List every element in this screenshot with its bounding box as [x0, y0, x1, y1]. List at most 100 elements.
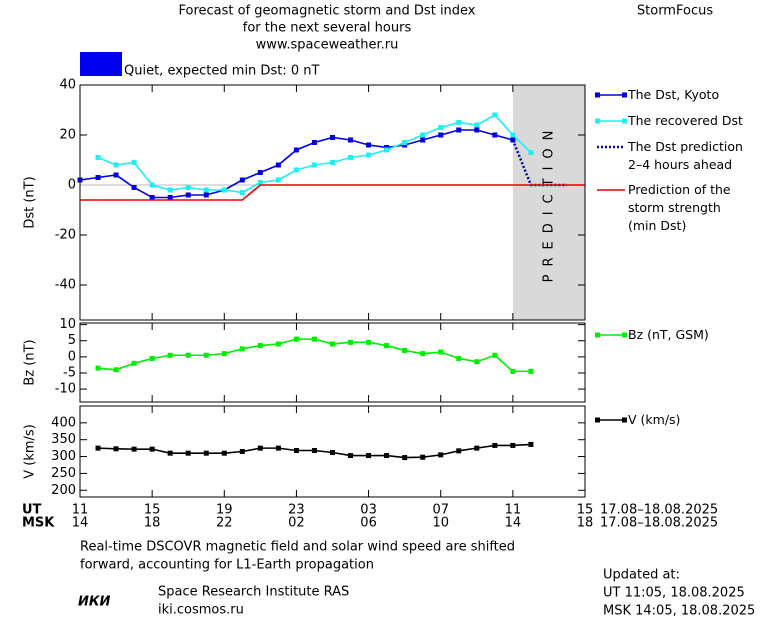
y-axis-label: V (km/s) — [23, 424, 38, 479]
prediction-label: PREDICTION — [541, 123, 556, 283]
x-tick-label: 07 — [432, 503, 449, 518]
point — [384, 147, 390, 153]
point — [275, 162, 281, 168]
point — [149, 182, 155, 188]
point — [185, 450, 191, 456]
point — [366, 453, 372, 459]
point — [420, 454, 426, 460]
plot-frame — [79, 84, 586, 321]
x-tick-label: 11 — [505, 503, 522, 518]
y-axis-label: Dst (nT) — [23, 176, 38, 228]
point — [330, 135, 335, 140]
point — [131, 160, 137, 165]
legend-marker — [595, 118, 600, 124]
point — [366, 142, 372, 148]
x-tick-label: 03 — [360, 503, 377, 518]
y-tick-label: 20 — [59, 128, 76, 143]
point — [402, 140, 408, 145]
point — [420, 351, 426, 357]
status-box — [80, 52, 122, 76]
x-row-label: UT — [22, 503, 42, 518]
point — [113, 162, 119, 168]
status-text: Quiet, expected min Dst: 0 nT — [124, 64, 319, 79]
point — [420, 132, 426, 138]
point — [492, 352, 498, 358]
note-line: Real-time DSCOVR magnetic field and sola… — [80, 540, 515, 555]
x-tick-label: 23 — [288, 503, 305, 518]
institute: Space Research Institute RAS — [158, 585, 349, 600]
point — [311, 140, 317, 145]
legend-label: V (km/s) — [628, 412, 681, 427]
point — [438, 132, 444, 138]
point — [239, 177, 245, 183]
legend-label: The Dst, Kyoto — [628, 87, 720, 102]
legend-marker — [622, 118, 627, 124]
y-tick-label: 10 — [59, 317, 76, 332]
logo: ИКИ — [78, 595, 111, 610]
y-tick-label: 250 — [51, 466, 76, 481]
point — [474, 127, 480, 133]
point — [420, 137, 426, 143]
point — [257, 180, 263, 185]
y-tick-label: 5 — [68, 333, 76, 348]
point — [474, 445, 480, 451]
legend-marker — [622, 332, 627, 338]
point — [257, 445, 263, 451]
point — [167, 450, 173, 456]
x-tick-label: 11 — [72, 503, 89, 518]
point — [348, 339, 354, 345]
point — [185, 352, 191, 358]
point — [149, 355, 155, 361]
point — [348, 453, 354, 459]
point — [221, 450, 227, 456]
point — [149, 195, 155, 200]
point — [203, 352, 209, 358]
point — [113, 367, 119, 373]
updated-line: Updated at: — [603, 568, 680, 583]
point — [384, 343, 390, 349]
x-tick-label: 15 — [144, 503, 161, 518]
brand: StormFocus — [637, 4, 713, 19]
point — [456, 127, 462, 133]
x-tick-label: 19 — [216, 503, 233, 518]
series-line — [97, 113, 532, 194]
point — [203, 192, 209, 198]
point — [366, 152, 372, 158]
x-tick-label: 18 — [577, 516, 594, 531]
series-line — [80, 184, 585, 201]
series-line — [79, 129, 514, 199]
point — [239, 449, 245, 454]
point — [528, 368, 534, 374]
point — [131, 185, 137, 190]
title-line: Forecast of geomagnetic storm and Dst in… — [178, 4, 475, 19]
point — [167, 195, 173, 200]
y-tick-label: -20 — [55, 228, 76, 243]
y-tick-label: -40 — [55, 278, 76, 293]
plot-frame — [79, 322, 586, 403]
title-line: for the next several hours — [243, 21, 412, 36]
legend-label: The recovered Dst — [628, 113, 743, 128]
y-tick-label: 0 — [68, 349, 76, 364]
updated-line: UT 11:05, 18.08.2025 — [603, 586, 745, 601]
point — [438, 125, 444, 130]
point — [456, 120, 462, 125]
y-tick-label: 200 — [51, 483, 76, 498]
point — [510, 132, 516, 138]
x-row-label: MSK — [22, 516, 55, 531]
x-tick-label: 14 — [505, 516, 522, 531]
point — [438, 349, 444, 355]
y-axis-label: Bz (nT) — [23, 339, 38, 385]
point — [293, 147, 299, 153]
site: iki.cosmos.ru — [158, 603, 244, 618]
x-tick-label: 02 — [288, 516, 305, 531]
title-line: www.spaceweather.ru — [256, 38, 399, 53]
legend-marker — [622, 92, 627, 98]
point — [311, 336, 317, 342]
x-tick-label: 10 — [432, 516, 449, 531]
point — [203, 450, 209, 456]
point — [293, 447, 299, 453]
point — [113, 446, 119, 452]
legend-marker — [595, 417, 600, 423]
point — [293, 167, 299, 173]
